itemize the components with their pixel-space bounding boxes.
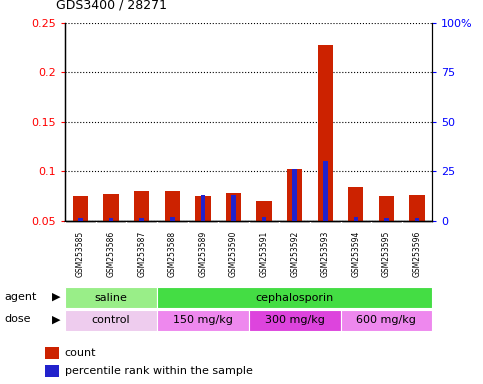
Bar xyxy=(384,218,389,221)
Bar xyxy=(341,310,432,331)
Bar xyxy=(65,287,157,308)
Text: ▶: ▶ xyxy=(52,314,60,324)
Bar xyxy=(287,169,302,270)
Bar xyxy=(354,217,358,221)
Text: percentile rank within the sample: percentile rank within the sample xyxy=(65,366,253,376)
Text: count: count xyxy=(65,348,96,358)
Bar xyxy=(165,191,180,270)
Text: GSM253590: GSM253590 xyxy=(229,231,238,277)
Bar xyxy=(65,310,157,331)
Bar xyxy=(170,217,174,221)
Text: GSM253593: GSM253593 xyxy=(321,231,330,277)
Bar xyxy=(45,365,58,377)
Text: dose: dose xyxy=(5,314,31,324)
Bar xyxy=(410,195,425,270)
Text: GSM253588: GSM253588 xyxy=(168,231,177,277)
Text: cephalosporin: cephalosporin xyxy=(256,293,334,303)
Bar xyxy=(323,162,327,221)
Bar xyxy=(226,193,241,270)
Text: GSM253586: GSM253586 xyxy=(107,231,115,277)
Bar xyxy=(45,347,58,359)
Bar xyxy=(231,195,236,221)
Bar xyxy=(103,194,119,270)
Bar xyxy=(78,218,83,221)
Text: saline: saline xyxy=(95,293,128,303)
Text: GSM253589: GSM253589 xyxy=(199,231,207,277)
Bar xyxy=(200,195,205,221)
Bar xyxy=(109,218,114,221)
Bar xyxy=(292,169,297,221)
Bar xyxy=(348,187,364,270)
Text: GSM253595: GSM253595 xyxy=(382,231,391,277)
Text: 600 mg/kg: 600 mg/kg xyxy=(356,315,416,325)
Bar xyxy=(157,310,249,331)
Bar xyxy=(262,217,266,221)
Bar xyxy=(249,310,341,331)
Text: GSM253587: GSM253587 xyxy=(137,231,146,277)
Bar xyxy=(195,196,211,270)
Bar xyxy=(73,196,88,270)
Bar xyxy=(415,218,419,221)
Bar xyxy=(140,218,144,221)
Bar xyxy=(318,45,333,270)
Text: GSM253592: GSM253592 xyxy=(290,231,299,277)
Text: 300 mg/kg: 300 mg/kg xyxy=(265,315,325,325)
Text: GSM253591: GSM253591 xyxy=(259,231,269,277)
Text: GSM253596: GSM253596 xyxy=(412,231,422,277)
Text: agent: agent xyxy=(5,291,37,301)
Bar xyxy=(379,196,394,270)
Text: GSM253594: GSM253594 xyxy=(351,231,360,277)
Text: ▶: ▶ xyxy=(52,291,60,301)
Text: 150 mg/kg: 150 mg/kg xyxy=(173,315,233,325)
Text: GDS3400 / 28271: GDS3400 / 28271 xyxy=(56,0,167,12)
Text: GSM253585: GSM253585 xyxy=(76,231,85,277)
Bar xyxy=(157,287,432,308)
Text: control: control xyxy=(92,315,130,325)
Bar xyxy=(134,191,149,270)
Bar xyxy=(256,201,272,270)
